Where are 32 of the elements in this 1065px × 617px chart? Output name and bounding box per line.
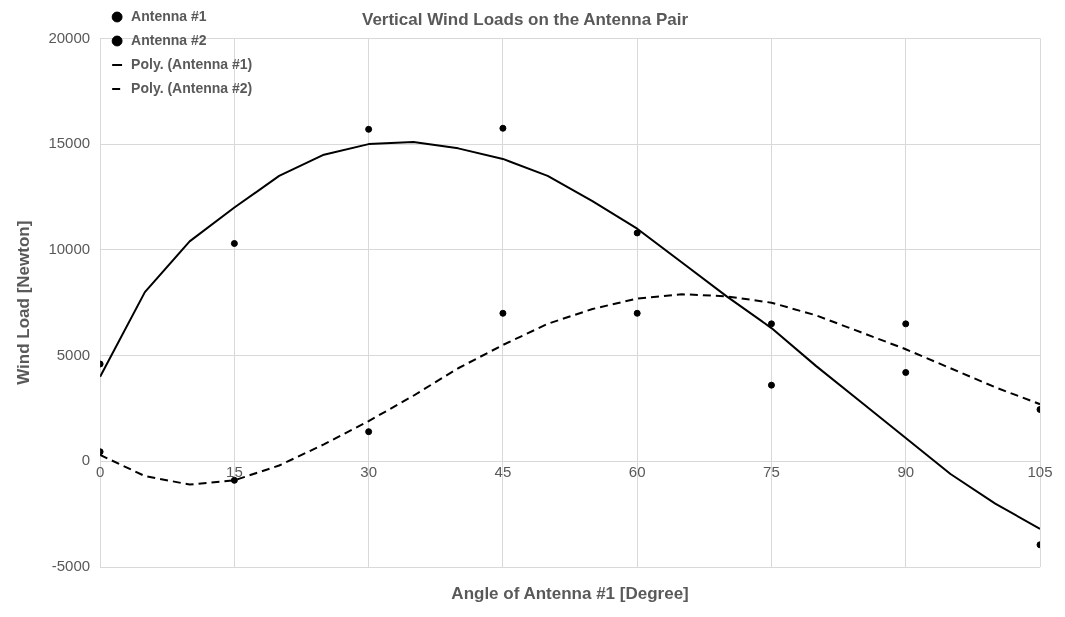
point bbox=[365, 428, 373, 436]
point bbox=[230, 240, 238, 247]
y-tick-label: 10000 bbox=[48, 239, 91, 257]
point bbox=[902, 320, 910, 328]
point bbox=[633, 309, 641, 317]
legend-label: Poly. (Antenna #2) bbox=[131, 79, 253, 96]
point bbox=[767, 381, 775, 389]
point bbox=[499, 309, 507, 317]
x-tick-label: 60 bbox=[628, 463, 646, 481]
x-tick-label: 0 bbox=[95, 463, 105, 481]
y-tick-label: -5000 bbox=[51, 557, 91, 575]
chart-title: Vertical Wind Loads on the Antenna Pair bbox=[361, 9, 689, 29]
legend-label: Antenna #2 bbox=[131, 31, 207, 48]
y-tick-label: 5000 bbox=[56, 345, 91, 363]
x-tick-label: 15 bbox=[226, 463, 243, 481]
point bbox=[633, 229, 641, 237]
legend-label: Antenna #1 bbox=[131, 7, 207, 24]
point bbox=[767, 320, 775, 328]
y-tick-label: 0 bbox=[81, 451, 91, 469]
legend-label: Poly. (Antenna #1) bbox=[131, 55, 253, 72]
point bbox=[499, 124, 507, 132]
x-tick-label: 30 bbox=[360, 463, 377, 481]
y-tick-label: 15000 bbox=[48, 134, 91, 152]
x-tick-label: 75 bbox=[763, 463, 780, 481]
x-tick-label: 90 bbox=[897, 463, 915, 481]
y-tick-label: 20000 bbox=[48, 28, 91, 46]
x-axis-title: Angle of Antenna #1 [Degree] bbox=[451, 584, 689, 604]
x-tick-label: 45 bbox=[494, 463, 512, 481]
y-axis-title: Wind Load [Newton] bbox=[13, 220, 33, 385]
point bbox=[365, 125, 373, 133]
point bbox=[902, 368, 910, 376]
x-tick-label: 105 bbox=[1027, 463, 1053, 481]
